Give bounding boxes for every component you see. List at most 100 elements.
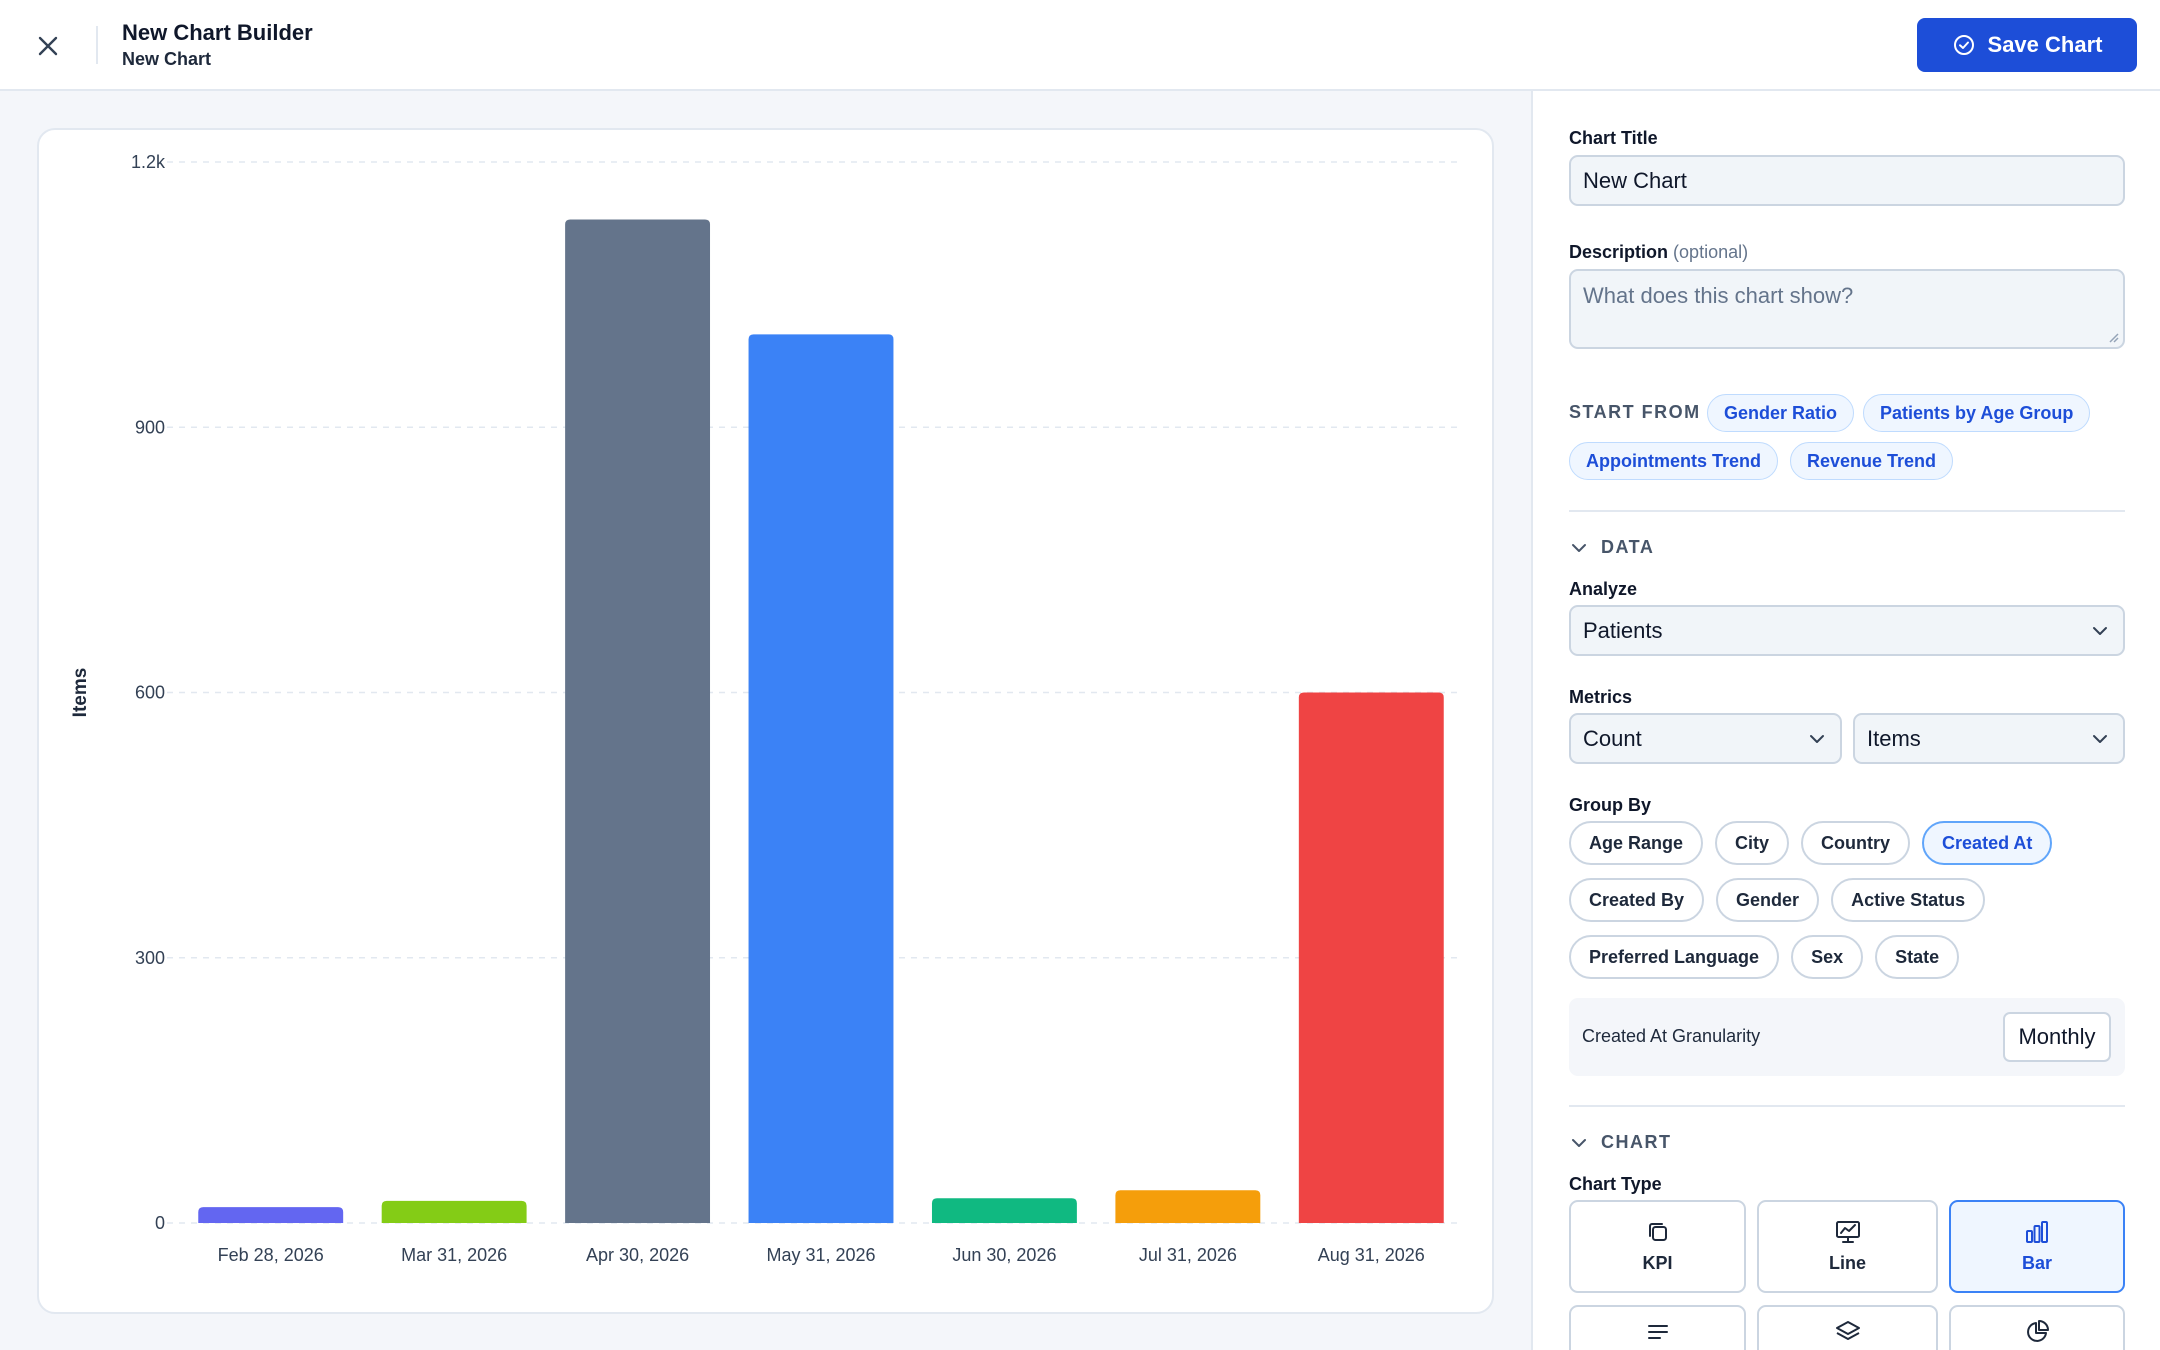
analyze-value: Patients <box>1583 617 1663 643</box>
check-circle-icon <box>1953 35 1974 55</box>
chart-type-table[interactable] <box>1569 1305 1746 1350</box>
group-by-row-1: Age Range City Country Created At <box>1569 821 2053 865</box>
data-section-toggle[interactable]: DATA <box>1569 537 1654 558</box>
group-by-chip-preferred-language[interactable]: Preferred Language <box>1569 935 1780 979</box>
description-label: Description (optional) <box>1569 242 1748 263</box>
group-by-chip-created-at[interactable]: Created At <box>1922 821 2053 865</box>
group-by-label: Group By <box>1569 795 1652 815</box>
chart-card: 0 300 600 900 1.2k Items Feb 28, 2026 Mar 31, 2… <box>37 128 1494 1314</box>
metric-field-select[interactable]: Items <box>1853 713 2125 764</box>
group-by-chip-city[interactable]: City <box>1715 821 1790 865</box>
metric-aggregation-select[interactable]: Count <box>1569 713 1842 764</box>
template-chip-revenue-trend[interactable]: Revenue Trend <box>1790 442 1954 480</box>
chart-type-kpi-label: KPI <box>1642 1253 1673 1273</box>
chart-preview-area: 0 300 600 900 1.2k Items Feb 28, 2026 Mar 31, 2… <box>0 91 1531 1350</box>
group-by-row-3: Preferred Language Sex State <box>1569 935 1960 979</box>
data-section-label: DATA <box>1601 537 1655 557</box>
chart-type-label: Chart Type <box>1569 1174 1662 1194</box>
chart-type-bar[interactable]: Bar <box>1949 1200 2125 1293</box>
group-by-chip-created-by[interactable]: Created By <box>1569 878 1705 922</box>
granularity-select[interactable]: Monthly <box>2003 1012 2111 1062</box>
close-icon <box>38 36 58 56</box>
bar-1 <box>198 1207 344 1223</box>
chart-type-stacked[interactable] <box>1757 1305 1938 1350</box>
group-by-chip-age-range[interactable]: Age Range <box>1569 821 1704 865</box>
bar-3 <box>565 219 711 1223</box>
close-button[interactable] <box>28 26 68 66</box>
y-tick-label: 1.2k <box>131 152 166 172</box>
page-title: New Chart Builder <box>122 20 313 45</box>
granularity-value: Monthly <box>2018 1024 2096 1049</box>
x-tick-label: Apr 30, 2026 <box>586 1245 689 1265</box>
group-by-chip-state[interactable]: State <box>1875 935 1960 979</box>
group-by-chip-country[interactable]: Country <box>1801 821 1911 865</box>
bar-4 <box>748 334 894 1224</box>
y-tick-label: 600 <box>135 683 165 703</box>
bar-5 <box>931 1198 1077 1223</box>
x-tick-label: Jul 31, 2026 <box>1139 1245 1237 1265</box>
chevron-down-icon <box>2093 626 2107 635</box>
analyze-label: Analyze <box>1569 579 1638 599</box>
analyze-select[interactable]: Patients <box>1569 605 2125 656</box>
chart-type-line[interactable]: Line <box>1757 1200 1938 1293</box>
chart-title-label: Chart Title <box>1569 128 1658 148</box>
layers-icon <box>1835 1321 1860 1340</box>
bar-chart: 0 300 600 900 1.2k Items Feb 28, 2026 Mar 31, 2… <box>70 152 1463 1265</box>
bar-chart-icon <box>2026 1221 2048 1243</box>
granularity-label: Created At Granularity <box>1582 1026 1761 1046</box>
section-divider <box>1569 510 2125 512</box>
save-chart-label: Save Chart <box>1987 32 2103 57</box>
y-tick-label: 0 <box>155 1213 165 1233</box>
resize-grip-icon[interactable] <box>2107 331 2119 343</box>
template-chip-appointments-trend[interactable]: Appointments Trend <box>1569 442 1778 480</box>
chart-section-toggle[interactable]: CHART <box>1569 1132 1672 1153</box>
description-textarea[interactable]: What does this chart show? <box>1569 269 2125 349</box>
description-label-text: Description <box>1569 242 1669 262</box>
x-tick-label: Feb 28, 2026 <box>218 1245 324 1265</box>
line-chart-icon <box>1835 1221 1860 1243</box>
x-tick-label: May 31, 2026 <box>766 1245 875 1265</box>
chart-type-line-label: Line <box>1828 1253 1866 1273</box>
chevron-down-icon <box>2093 734 2107 743</box>
chart-title-value: New Chart <box>1583 167 1687 193</box>
text-lines-icon <box>1647 1325 1668 1339</box>
y-axis-title: Items <box>70 668 91 718</box>
x-tick-label: Jun 30, 2026 <box>952 1245 1056 1265</box>
group-by-chip-active-status[interactable]: Active Status <box>1831 878 1986 922</box>
description-placeholder: What does this chart show? <box>1583 283 1854 308</box>
metric-aggregation-value: Count <box>1583 725 1642 751</box>
bar-2 <box>381 1200 527 1223</box>
group-by-row-2: Created By Gender Active Status <box>1569 878 1986 922</box>
chart-section-label: CHART <box>1601 1132 1672 1152</box>
y-tick-label: 900 <box>135 417 165 437</box>
description-optional-hint: (optional) <box>1673 242 1749 262</box>
chevron-down-icon <box>1572 1138 1586 1147</box>
group-by-chip-gender[interactable]: Gender <box>1716 878 1820 922</box>
template-chip-gender-ratio[interactable]: Gender Ratio <box>1707 394 1855 432</box>
page-subtitle: New Chart <box>122 49 212 69</box>
start-from-label: START FROM <box>1569 402 1701 422</box>
metrics-label: Metrics <box>1569 687 1633 707</box>
bar-6 <box>1115 1190 1261 1223</box>
section-divider <box>1569 1105 2125 1107</box>
save-chart-button[interactable]: Save Chart <box>1917 18 2137 72</box>
top-bar: New Chart Builder New Chart Save Chart <box>0 0 2160 91</box>
group-by-chip-sex[interactable]: Sex <box>1791 935 1864 979</box>
pie-chart-icon <box>2027 1320 2049 1342</box>
x-tick-label: Mar 31, 2026 <box>401 1245 507 1265</box>
chart-title-input[interactable]: New Chart <box>1569 155 2125 206</box>
chart-type-bar-label: Bar <box>2021 1253 2052 1273</box>
chart-type-pie[interactable] <box>1949 1305 2125 1350</box>
x-tick-label: Aug 31, 2026 <box>1318 1245 1425 1265</box>
template-chip-patients-by-age-group[interactable]: Patients by Age Group <box>1863 394 2091 432</box>
bar-7 <box>1298 692 1444 1223</box>
header-divider <box>96 26 98 64</box>
chevron-down-icon <box>1572 543 1586 552</box>
chevron-down-icon <box>1810 734 1824 743</box>
chart-settings-panel: Chart Title New Chart Description (optio… <box>1531 91 2160 1350</box>
y-tick-label: 300 <box>135 948 165 968</box>
copy-icon <box>1648 1223 1667 1241</box>
chart-type-kpi[interactable]: KPI <box>1569 1200 1746 1293</box>
metric-field-value: Items <box>1867 725 1921 751</box>
granularity-box: Created At Granularity Monthly <box>1569 998 2125 1076</box>
